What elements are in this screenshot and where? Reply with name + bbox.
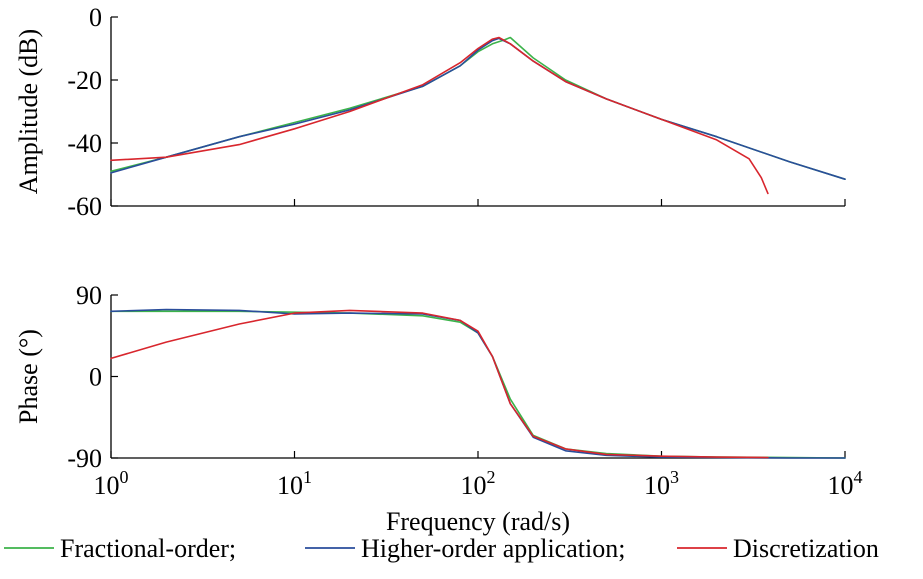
y-axis-label: Amplitude (dB) xyxy=(14,29,43,194)
x-tick-label: 103 xyxy=(644,467,679,500)
x-axis-label: Frequency (rad/s) xyxy=(386,507,570,536)
y-axis-label: Phase (°) xyxy=(14,329,43,424)
y-tick-label: 0 xyxy=(89,363,102,392)
y-tick-label: 0 xyxy=(89,3,102,32)
legend-label: Discretization xyxy=(733,534,879,563)
series-line-2 xyxy=(110,37,846,180)
x-tick-label: 104 xyxy=(828,467,863,500)
y-tick-label: -40 xyxy=(67,129,102,158)
x-tick-label: 100 xyxy=(94,467,129,500)
series-line-1 xyxy=(110,36,846,180)
x-tick-label: 101 xyxy=(277,467,312,500)
y-tick-label: -90 xyxy=(67,444,102,473)
legend-label: Higher-order application; xyxy=(361,534,625,563)
y-tick-label: -60 xyxy=(67,192,102,221)
x-tick-label: 102 xyxy=(461,467,496,500)
series-line-3 xyxy=(110,309,769,459)
amplitude-panel: 0 -20 -40 -60 Amplitude (dB) xyxy=(14,3,846,221)
y-tick-label: -20 xyxy=(67,66,102,95)
legend: Fractional-order; Higher-order applicatio… xyxy=(4,534,879,563)
y-tick-label: 90 xyxy=(76,281,102,310)
series-line-3 xyxy=(110,36,769,195)
legend-label: Fractional-order; xyxy=(60,534,236,563)
